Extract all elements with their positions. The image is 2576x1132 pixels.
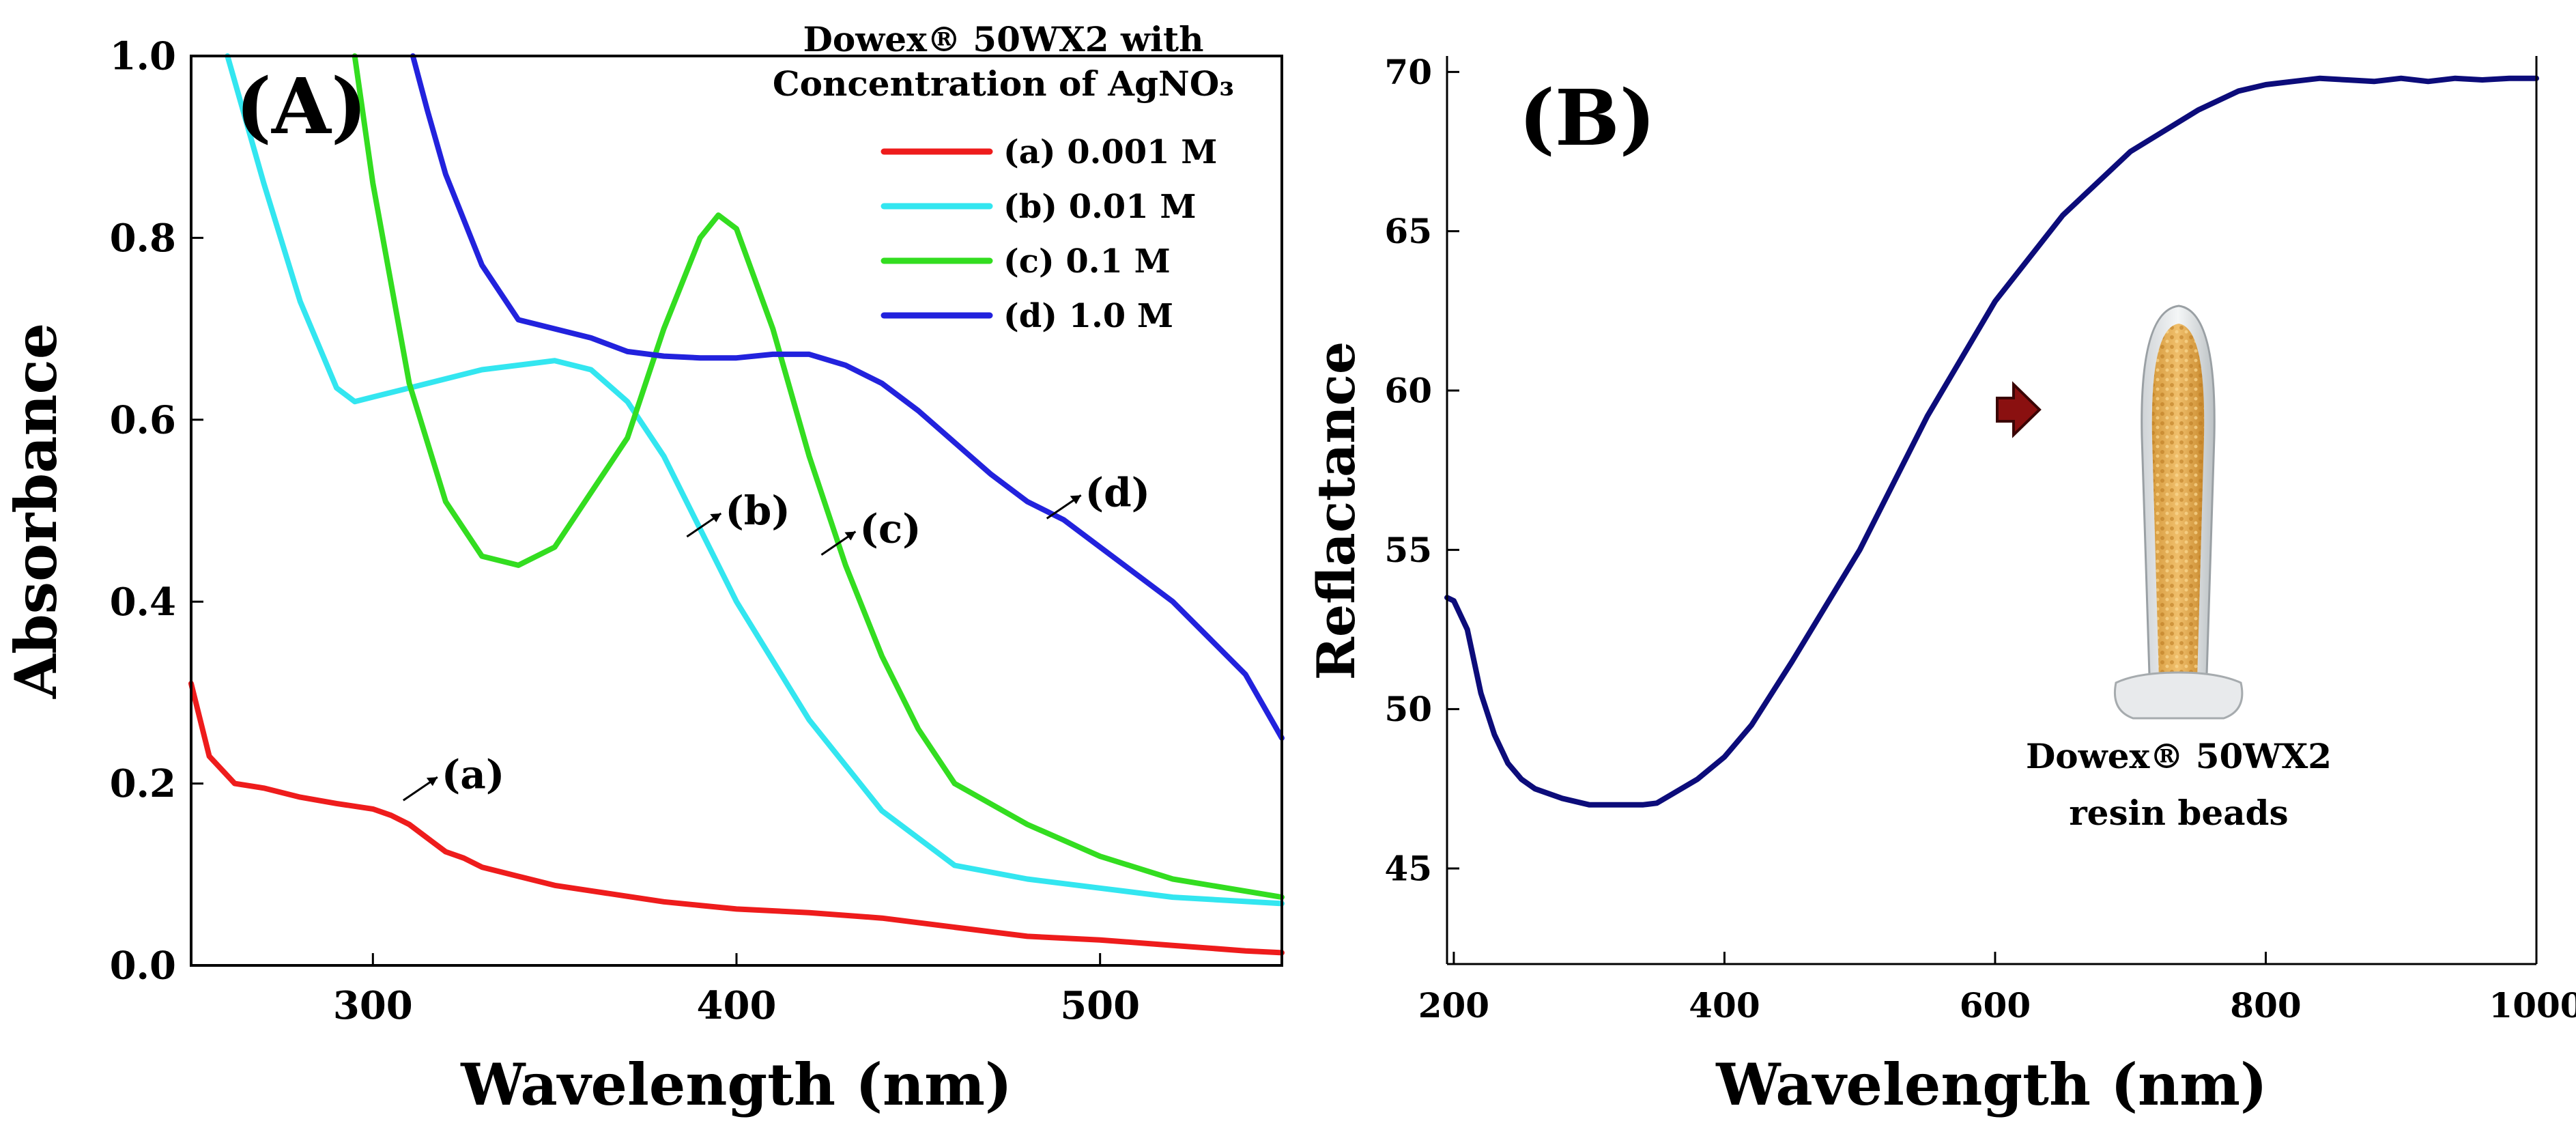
y-tick-label: 50 <box>1384 689 1432 729</box>
panel-b-series <box>1444 75 2539 808</box>
series-line-2 <box>225 53 1285 907</box>
panel-a-label: (A) <box>235 62 367 152</box>
panel-b-chart: 200 400 600 800 1000 45 50 55 60 65 70 (B) Wavelen… <box>1306 52 2576 1118</box>
legend-entry-label: (d) 1.0 M <box>1003 297 1173 335</box>
legend-entry-label: (a) 0.001 M <box>1003 133 1217 171</box>
x-tick-label: 600 <box>1960 985 2031 1025</box>
resin-tube-photo: Dowex® 50WX2 resin beads <box>1996 305 2332 833</box>
series-line-3 <box>352 53 1285 901</box>
series-line-4 <box>410 53 1285 741</box>
annotation-arrowhead <box>844 531 856 541</box>
panel-a-y-axis-label: Absorbance <box>2 323 70 699</box>
legend-entry-label: (c) 0.1 M <box>1003 242 1171 281</box>
legend-title-line-1: Dowex® 50WX2 with <box>803 19 1204 59</box>
y-tick-label: 55 <box>1384 530 1432 570</box>
legend-items: (a) 0.001 M (b) 0.01 M (c) 0.1 M (d) 1.0 M <box>881 133 1217 335</box>
panel-a-chart: 300 400 500 0.0 0.2 0.4 0.6 0.8 1.0 (A) Waveleng… <box>2 19 1285 1118</box>
arrow-icon <box>1996 381 2042 438</box>
curve-label: (d) <box>1085 469 1150 515</box>
y-tick-label: 70 <box>1384 52 1432 92</box>
y-tick-label: 1.0 <box>110 34 176 79</box>
curve-label: (b) <box>725 487 790 534</box>
series-line-1 <box>1444 75 2539 808</box>
y-tick-label: 0.2 <box>110 761 176 806</box>
y-tick-label: 0.4 <box>110 580 176 625</box>
legend: Dowex® 50WX2 with Concentration of AgNO₃… <box>773 19 1234 335</box>
inset-caption-line-1: Dowex® 50WX2 <box>2026 736 2332 776</box>
panel-b-x-axis-label: Wavelength (nm) <box>1715 1051 2267 1118</box>
panel-a-annotations: (a) (b) (c) (d) <box>403 469 1150 802</box>
tube-cap-icon <box>2113 671 2244 720</box>
panel-a-series <box>188 53 1285 956</box>
x-tick-label: 400 <box>1689 985 1760 1025</box>
x-tick-label: 300 <box>333 983 413 1028</box>
x-tick-label: 500 <box>1060 983 1140 1028</box>
series-line-1 <box>188 681 1285 956</box>
x-tick-label: 200 <box>1418 985 1489 1025</box>
x-tick-label: 1000 <box>2489 985 2576 1025</box>
legend-entry-label: (b) 0.01 M <box>1003 188 1196 226</box>
panel-a-x-axis-label: Wavelength (nm) <box>460 1051 1012 1118</box>
panel-a-plot-frame <box>190 55 1283 967</box>
y-tick-label: 65 <box>1384 211 1432 251</box>
panel-b-label: (B) <box>1519 74 1656 163</box>
y-tick-label: 45 <box>1384 849 1432 889</box>
curve-label: (c) <box>859 506 921 552</box>
inset-caption-line-2: resin beads <box>2069 793 2288 833</box>
annotation-arrowhead <box>710 513 721 522</box>
resin-beads-texture-icon <box>2151 324 2205 679</box>
y-tick-label: 0.8 <box>110 216 176 261</box>
y-tick-label: 0.0 <box>110 944 176 989</box>
legend-title-line-2: Concentration of AgNO₃ <box>773 63 1234 104</box>
panel-b-ticks: 200 400 600 800 1000 45 50 55 60 65 70 <box>1384 52 2576 1025</box>
annotation-arrowhead <box>426 777 438 787</box>
x-tick-label: 400 <box>697 983 777 1028</box>
panel-b-y-axis-label: Reflactance <box>1306 341 1366 681</box>
y-tick-label: 0.6 <box>110 397 176 442</box>
panel-a-ticks: 300 400 500 0.0 0.2 0.4 0.6 0.8 1.0 <box>110 34 1141 1028</box>
x-tick-label: 800 <box>2230 985 2301 1025</box>
annotation-arrowhead <box>1070 495 1081 505</box>
curve-label: (a) <box>442 751 504 797</box>
y-tick-label: 60 <box>1384 371 1432 411</box>
